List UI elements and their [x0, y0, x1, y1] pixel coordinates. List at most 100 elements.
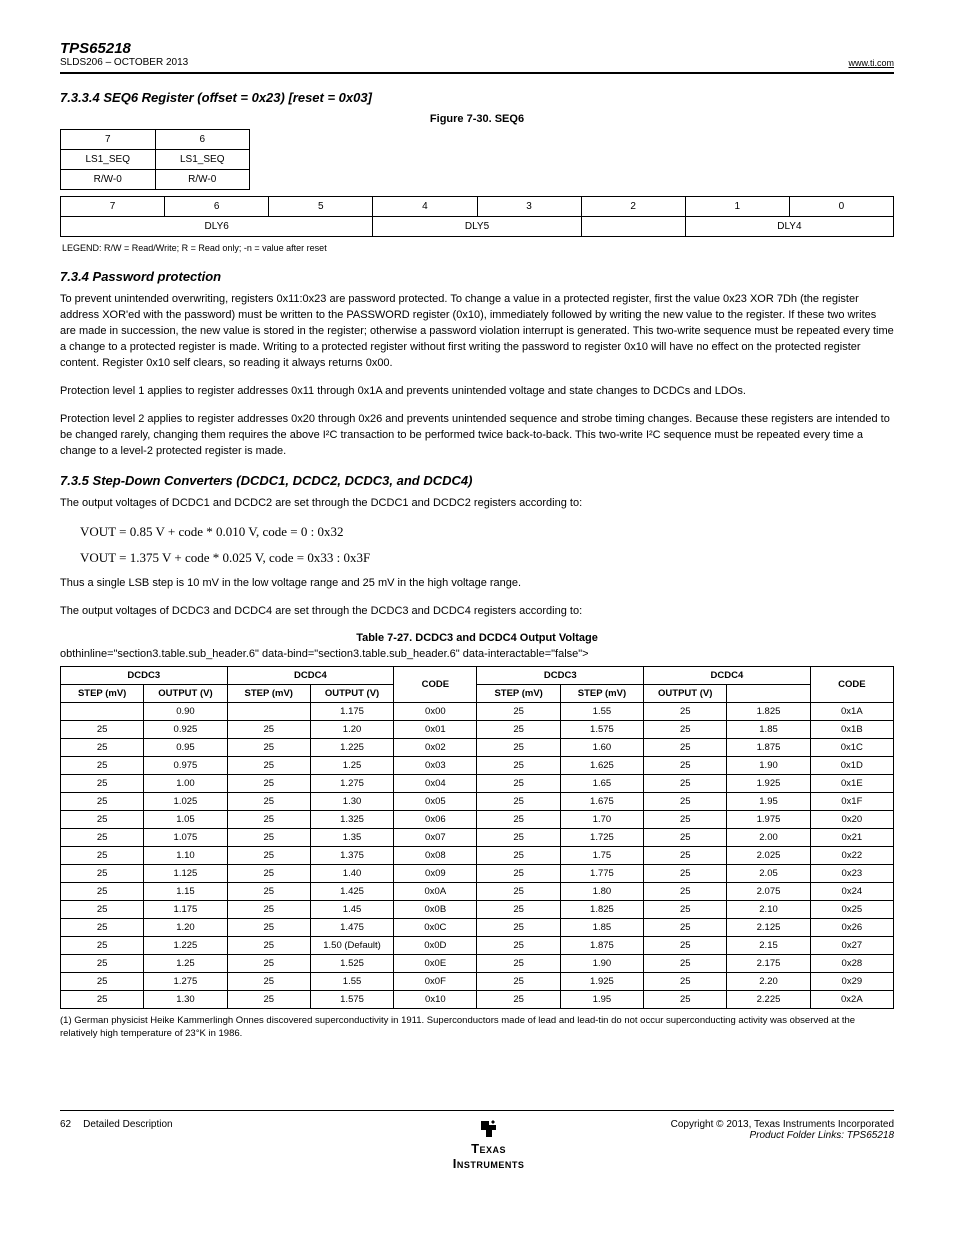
table-cell: 1.625 [560, 757, 643, 775]
table-cell: 1.25 [144, 955, 227, 973]
table-cell: 1.95 [560, 991, 643, 1009]
table-cell: 25 [227, 757, 310, 775]
table-cell: 25 [644, 757, 727, 775]
table-cell: 1.275 [144, 973, 227, 991]
table-cell: 0x05 [394, 793, 477, 811]
bit6-field: LS1_SEQ [155, 150, 250, 170]
table-cell: 25 [61, 955, 144, 973]
table-cell: 0.95 [144, 739, 227, 757]
table-cell: 1.225 [310, 739, 393, 757]
table-cell: 1.825 [727, 703, 810, 721]
table-cell: 25 [227, 775, 310, 793]
section3-p1: The output voltages of DCDC1 and DCDC2 a… [60, 496, 894, 512]
table-cell: 0x10 [394, 991, 477, 1009]
table-cell: 0.90 [144, 703, 227, 721]
table-cell: 25 [61, 739, 144, 757]
table-cell: 1.40 [310, 865, 393, 883]
table-cell: 25 [644, 991, 727, 1009]
section1-title: 7.3.3.4 SEQ6 Register (offset = 0x23) [r… [60, 90, 894, 105]
table-cell: 25 [477, 775, 560, 793]
table-cell: 25 [477, 991, 560, 1009]
table-cell: 1.90 [727, 757, 810, 775]
table-cell: 1.425 [310, 883, 393, 901]
table-cell: 25 [644, 847, 727, 865]
table-cell: 25 [644, 973, 727, 991]
table-cell: 1.875 [560, 937, 643, 955]
table-cell: 1.20 [310, 721, 393, 739]
table-cell: 0x23 [810, 865, 893, 883]
section2-title: 7.3.4 Password protection [60, 269, 894, 284]
site-link[interactable]: www.ti.com [848, 58, 894, 68]
table-cell: 25 [644, 883, 727, 901]
table-cell: 25 [477, 703, 560, 721]
table-cell: 1.45 [310, 901, 393, 919]
table-cell: 1.85 [727, 721, 810, 739]
header-right: www.ti.com [848, 58, 894, 68]
table-cell: 0x29 [810, 973, 893, 991]
table-cell: 1.725 [560, 829, 643, 847]
table-cell: 25 [227, 847, 310, 865]
table-cell: 25 [61, 865, 144, 883]
section3-p2: Thus a single LSB step is 10 mV in the l… [60, 576, 894, 592]
table-caption: Table 7-27. DCDC3 and DCDC4 Output Volta… [60, 632, 894, 644]
table-cell: 25 [477, 973, 560, 991]
table-cell: 1.775 [560, 865, 643, 883]
table-cell: 25 [477, 919, 560, 937]
table-cell: 1.75 [560, 847, 643, 865]
table-cell: 25 [227, 793, 310, 811]
table-cell: 0x1F [810, 793, 893, 811]
bit6-label: 6 [155, 130, 250, 150]
table-cell: 1.85 [560, 919, 643, 937]
section3-p3: The output voltages of DCDC3 and DCDC4 a… [60, 604, 894, 620]
table-cell: 1.175 [310, 703, 393, 721]
table-cell: 1.975 [727, 811, 810, 829]
footer-link[interactable]: Product Folder Links: TPS65218 [749, 1130, 894, 1141]
table-cell: 2.05 [727, 865, 810, 883]
table-cell: 0x1C [810, 739, 893, 757]
table-cell: 1.25 [310, 757, 393, 775]
table-cell: 0x01 [394, 721, 477, 739]
table-cell: 0x0F [394, 973, 477, 991]
table-cell: 25 [61, 811, 144, 829]
table-cell: 0x21 [810, 829, 893, 847]
table-cell: 25 [227, 919, 310, 937]
table-cell: 25 [227, 901, 310, 919]
table-cell: 0x07 [394, 829, 477, 847]
table-cell: 25 [644, 919, 727, 937]
table-cell: 0x0A [394, 883, 477, 901]
table-cell: 0x20 [810, 811, 893, 829]
table-cell: 1.025 [144, 793, 227, 811]
table-cell: 2.025 [727, 847, 810, 865]
table-cell: 0x0B [394, 901, 477, 919]
bit7-access: R/W-0 [61, 170, 156, 190]
table-cell: 0x0C [394, 919, 477, 937]
table-cell: 0x02 [394, 739, 477, 757]
table-cell: 25 [477, 829, 560, 847]
table-cell: 1.30 [144, 991, 227, 1009]
table-cell: 25 [477, 721, 560, 739]
table-cell: 25 [477, 865, 560, 883]
table-cell: 1.375 [310, 847, 393, 865]
table-cell: 25 [227, 721, 310, 739]
table-cell: 1.475 [310, 919, 393, 937]
table-cell: 0x04 [394, 775, 477, 793]
table-cell: 1.575 [310, 991, 393, 1009]
table-cell: 0x24 [810, 883, 893, 901]
section2-p2: Protection level 1 applies to register a… [60, 384, 894, 400]
table-cell [61, 703, 144, 721]
table-cell: 25 [477, 955, 560, 973]
table-cell: 0x06 [394, 811, 477, 829]
table-cell: 1.70 [560, 811, 643, 829]
table-cell: 0x27 [810, 937, 893, 955]
table-cell: 25 [227, 739, 310, 757]
table-cell: 0x0D [394, 937, 477, 955]
table-cell: 1.325 [310, 811, 393, 829]
table-cell: 2.00 [727, 829, 810, 847]
page-header: TPS65218 SLDS206 – OCTOBER 2013 www.ti.c… [60, 40, 894, 74]
table-cell: 1.15 [144, 883, 227, 901]
table-cell: 25 [644, 775, 727, 793]
table-cell: 25 [227, 937, 310, 955]
table-cell: 25 [477, 757, 560, 775]
formula2: VOUT = 1.375 V + code * 0.025 V, code = … [80, 550, 874, 566]
table-cell: 2.225 [727, 991, 810, 1009]
